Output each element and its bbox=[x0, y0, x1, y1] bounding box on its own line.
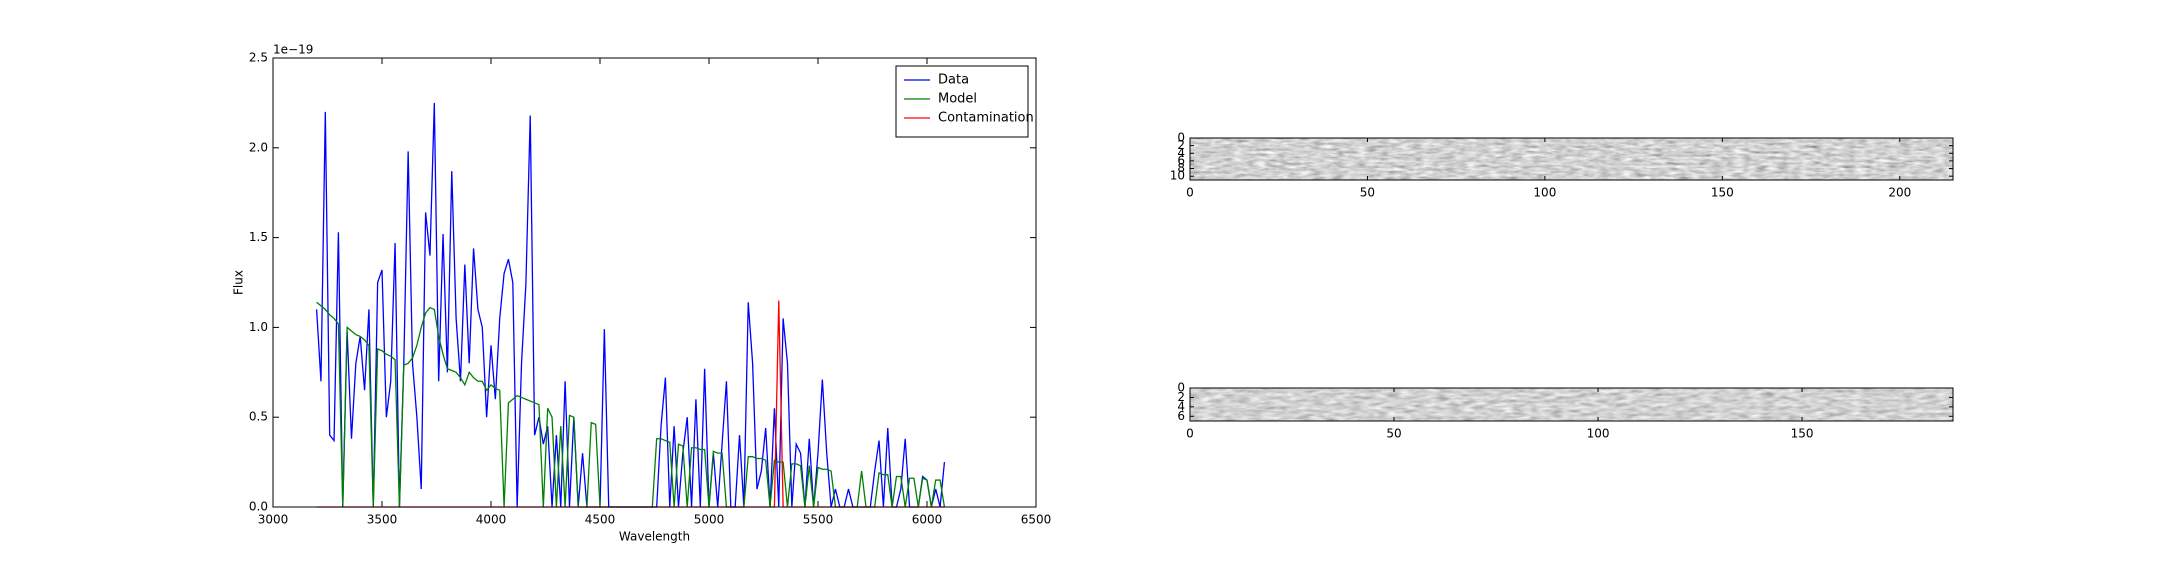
y-tick-label: 2 bbox=[1177, 390, 1185, 404]
y-tick-label: 8 bbox=[1177, 161, 1185, 175]
x-tick-label: 100 bbox=[1533, 186, 1556, 200]
y-tick-label: 6 bbox=[1177, 153, 1185, 167]
y-tick-label: 0 bbox=[1177, 131, 1185, 145]
x-tick-label: 200 bbox=[1888, 186, 1911, 200]
y-tick-label: 0 bbox=[1177, 381, 1185, 395]
legend-label: Contamination bbox=[938, 111, 1034, 126]
x-tick-label: 150 bbox=[1791, 427, 1814, 441]
x-tick-label: 5500 bbox=[803, 513, 834, 527]
y-tick-label: 6 bbox=[1177, 409, 1185, 423]
y-tick-label: 2.5 bbox=[249, 51, 268, 65]
y-tick-label: 2 bbox=[1177, 138, 1185, 152]
x-tick-label: 5000 bbox=[694, 513, 725, 527]
y-tick-label: 10 bbox=[1170, 169, 1185, 183]
spectrum-image bbox=[1190, 138, 1953, 180]
axes-border bbox=[272, 57, 1037, 508]
x-tick-label: 0 bbox=[1186, 427, 1194, 441]
y-tick-label: 4 bbox=[1177, 146, 1185, 160]
x-axis-label: Wavelength bbox=[619, 530, 690, 544]
y-tick-label: 0.5 bbox=[249, 410, 268, 424]
x-tick-label: 150 bbox=[1711, 186, 1734, 200]
x-tick-label: 50 bbox=[1386, 427, 1401, 441]
x-tick-label: 6500 bbox=[1021, 513, 1052, 527]
x-tick-label: 100 bbox=[1587, 427, 1610, 441]
y-tick-label: 4 bbox=[1177, 399, 1185, 413]
legend-label: Model bbox=[938, 92, 977, 107]
y-axis-label: Flux bbox=[232, 270, 246, 295]
legend-label: Data bbox=[938, 73, 969, 88]
offset-label: 1e−19 bbox=[273, 43, 313, 57]
axes-border bbox=[1189, 137, 1954, 181]
y-tick-label: 1.0 bbox=[249, 320, 268, 334]
x-tick-label: 4500 bbox=[585, 513, 616, 527]
axes-border bbox=[1189, 387, 1954, 422]
x-tick-label: 4000 bbox=[476, 513, 507, 527]
x-tick-label: 3000 bbox=[258, 513, 289, 527]
spectrum-image bbox=[1190, 388, 1953, 421]
x-tick-label: 0 bbox=[1186, 186, 1194, 200]
y-tick-label: 2.0 bbox=[249, 140, 268, 154]
x-tick-label: 50 bbox=[1360, 186, 1375, 200]
y-tick-label: 1.5 bbox=[249, 230, 268, 244]
x-tick-label: 6000 bbox=[912, 513, 943, 527]
legend-box bbox=[895, 65, 1029, 138]
x-tick-label: 3500 bbox=[367, 513, 398, 527]
y-tick-label: 0.0 bbox=[249, 500, 268, 514]
